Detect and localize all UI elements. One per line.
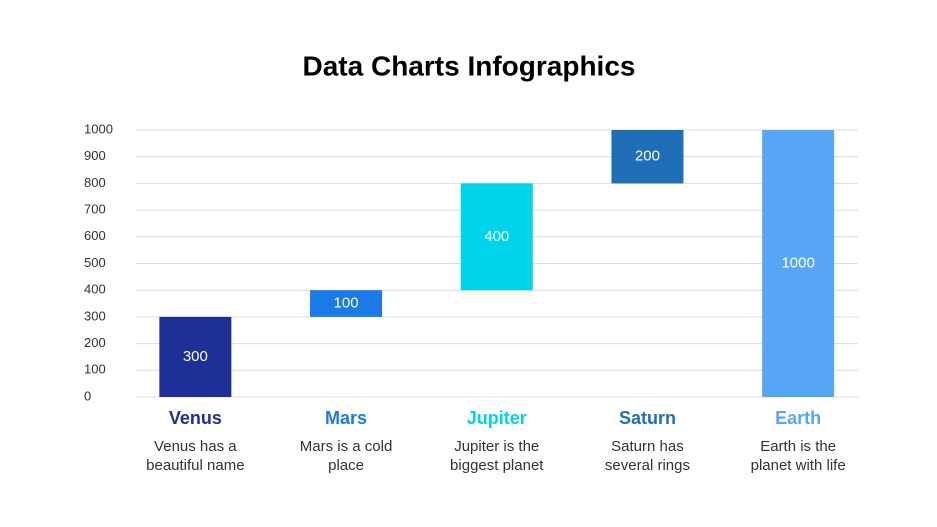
category-description: biggest planet [450,457,544,474]
value-label: 200 [635,148,660,165]
y-tick-label: 900 [84,148,106,163]
y-tick-label: 800 [84,175,106,190]
y-tick-label: 500 [84,255,106,270]
category-label: Earth [775,408,821,428]
category-description: Jupiter is the [454,438,539,455]
chart-title: Data Charts Infographics [303,50,636,81]
category-description: several rings [605,457,690,474]
value-label: 100 [334,295,359,312]
y-tick-label: 200 [84,335,106,350]
category-label: Jupiter [467,408,527,428]
bar [460,183,533,291]
bar [611,130,684,184]
value-label: 400 [484,228,509,245]
y-tick-label: 400 [84,282,106,297]
category-label: Mars [325,408,367,428]
y-tick-label: 100 [84,362,106,377]
y-tick-label: 700 [84,202,106,217]
category-description: Mars is a cold [300,438,393,455]
value-label: 1000 [781,254,814,271]
bar [762,130,835,397]
category-label: Saturn [619,408,676,428]
y-tick-label: 600 [84,228,106,243]
category-description: beautiful name [146,457,244,474]
value-label: 300 [183,348,208,365]
category-description: Venus has a [154,438,237,455]
category-description: place [328,457,364,474]
bar [310,290,383,317]
y-tick-label: 300 [84,308,106,323]
category-label: Venus [169,408,222,428]
category-description: Saturn has [611,438,684,455]
y-tick-label: 0 [84,388,91,403]
y-tick-label: 1000 [84,121,113,136]
bar [159,316,232,397]
category-description: Earth is the [760,438,836,455]
category-description: planet with life [751,457,846,474]
